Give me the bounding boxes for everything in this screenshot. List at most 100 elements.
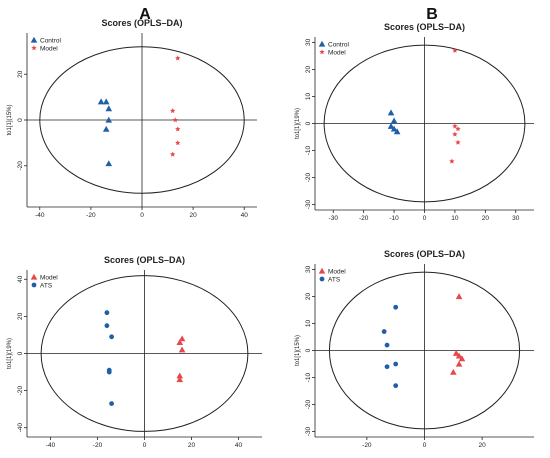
panel-3-y-tick-label: 40 bbox=[17, 275, 24, 283]
panel-3-ats-point bbox=[109, 334, 114, 340]
panel-2-legend-marker-model bbox=[319, 49, 325, 55]
panel-4-x-tick-label: -20 bbox=[362, 442, 372, 449]
panel-4-ats-point bbox=[384, 364, 390, 370]
panel-2-control-point bbox=[390, 125, 398, 132]
panel-1-legend-label-control: Control bbox=[40, 37, 62, 44]
panel-3-model-point bbox=[176, 339, 184, 346]
panel-3-x-tick-label: 0 bbox=[143, 442, 147, 449]
panel-letter-b: B bbox=[426, 6, 438, 23]
panel-2-x-tick-label: 0 bbox=[423, 215, 427, 222]
panel-1-model-point bbox=[172, 117, 178, 123]
panel-3-y-tick-label: 0 bbox=[17, 351, 24, 355]
panel-4-model-point bbox=[458, 355, 466, 362]
panel-1-control-point bbox=[105, 160, 113, 167]
panel-1-model-point bbox=[175, 140, 181, 146]
panels: Scores (OPLS–DA) -40 -20 0 20 40 -20 0 20 to1[1](… bbox=[7, 18, 534, 449]
panel-3-y-axis-label: to1[1](19%) bbox=[7, 338, 13, 369]
panel-2-control-point bbox=[393, 128, 401, 135]
panel-3-ats-point bbox=[104, 310, 110, 316]
panel-4-model-point bbox=[455, 360, 463, 367]
panel-2-model-point bbox=[455, 139, 461, 145]
panel-1-control-point bbox=[105, 116, 113, 123]
panel-2-model-point bbox=[455, 126, 461, 132]
panel-2-y-tick-label: -10 bbox=[305, 145, 312, 155]
panel-2-model-point bbox=[449, 158, 455, 164]
panel-3-x-tick-label: 40 bbox=[235, 442, 243, 449]
panel-3-y-tick-label: -20 bbox=[17, 386, 24, 396]
panel-2-model-point bbox=[452, 131, 458, 137]
panel-1-y-tick-label: 20 bbox=[17, 70, 24, 78]
panel-4-x-tick-label: 0 bbox=[423, 442, 427, 449]
panel-2-y-tick-label: -20 bbox=[305, 172, 312, 182]
panel-4-ats-point bbox=[393, 361, 399, 367]
panel-letter-a: A bbox=[139, 6, 151, 23]
panel-2-model-point bbox=[452, 123, 458, 129]
panel-3-model-point bbox=[178, 346, 186, 353]
panel-1-y-tick-label: 0 bbox=[17, 118, 24, 122]
panel-4-y-tick-label: -30 bbox=[305, 427, 312, 437]
panel-4-legend-marker-ats bbox=[319, 276, 325, 282]
panel-3-model-point bbox=[176, 372, 184, 379]
panel-4-y-tick-label: 30 bbox=[305, 265, 312, 273]
panel-1-y-tick-label: -20 bbox=[17, 161, 24, 171]
panel-1-model-point bbox=[175, 126, 181, 132]
panel-4-y-tick-label: -10 bbox=[305, 372, 312, 382]
panel-3-model-point bbox=[178, 335, 186, 342]
panel-4-ats-point bbox=[393, 383, 399, 389]
panel-2-control-point bbox=[390, 117, 398, 124]
panel-2-y-tick-label: 30 bbox=[305, 38, 312, 46]
panel-1-x-tick-label: 20 bbox=[189, 212, 197, 219]
panel-3: Scores (OPLS–DA) -40 -20 0 20 40 -40 -20 0 20 40 to… bbox=[7, 255, 262, 449]
panel-4-y-tick-label: 0 bbox=[305, 348, 312, 352]
panel-2-x-tick-label: -10 bbox=[389, 215, 399, 222]
panel-4-title: Scores (OPLS–DA) bbox=[384, 249, 465, 259]
panel-3-legend-marker-ats bbox=[31, 282, 37, 288]
panel-4-model-point bbox=[455, 293, 463, 300]
panel-4: Scores (OPLS–DA) -20 0 20 -30 -20 -10 0 10 20 30 to… bbox=[295, 249, 534, 449]
panel-3-x-tick-label: -20 bbox=[93, 442, 103, 449]
panel-4-y-tick-label: -20 bbox=[305, 399, 312, 409]
panel-4-x-tick-label: 20 bbox=[479, 442, 487, 449]
panel-2-legend-marker-control bbox=[318, 40, 326, 47]
panel-3-y-tick-label: -40 bbox=[17, 423, 24, 433]
panel-2-y-tick-label: -30 bbox=[305, 200, 312, 210]
panel-4-legend-label-ats: ATS bbox=[328, 276, 341, 283]
panel-3-y-tick-label: 20 bbox=[17, 312, 24, 320]
panel-1-legend-marker-model bbox=[31, 45, 37, 51]
panel-1: Scores (OPLS–DA) -40 -20 0 20 40 -20 0 20 to1[1](… bbox=[7, 18, 257, 219]
panel-3-model-point bbox=[176, 376, 184, 383]
panel-1-control-point bbox=[105, 105, 113, 112]
panel-3-x-tick-label: 20 bbox=[188, 442, 196, 449]
panel-1-x-tick-label: -20 bbox=[86, 212, 96, 219]
panel-2-y-axis-label: to1[1](19%) bbox=[295, 108, 301, 139]
panel-1-model-point bbox=[170, 151, 176, 157]
panel-1-control-point bbox=[97, 98, 105, 105]
panel-1-x-tick-label: 0 bbox=[140, 212, 144, 219]
panel-2-y-tick-label: 20 bbox=[305, 65, 312, 73]
panel-3-ats-point bbox=[104, 323, 110, 329]
panel-2-control-point bbox=[387, 109, 395, 116]
panel-2-y-tick-label: 10 bbox=[305, 92, 312, 100]
panel-1-control-point bbox=[102, 125, 110, 132]
panel-1-control-point bbox=[102, 98, 110, 105]
panel-3-legend-marker-model bbox=[30, 273, 38, 280]
panel-3-legend-label-model: Model bbox=[40, 274, 58, 281]
panel-2-model-point bbox=[452, 47, 458, 53]
panel-2-control-point bbox=[387, 122, 395, 129]
panel-4-y-tick-label: 10 bbox=[305, 319, 312, 327]
panel-1-legend-marker-control bbox=[30, 36, 38, 43]
panel-1-model-point bbox=[175, 55, 181, 61]
panel-4-legend-label-model: Model bbox=[328, 268, 346, 275]
panel-1-x-tick-label: 40 bbox=[241, 212, 249, 219]
panel-2-x-tick-label: -20 bbox=[359, 215, 369, 222]
panel-2: Scores (OPLS–DA) -30 -20 -10 0 10 20 30 -30 -20 -1… bbox=[295, 22, 534, 222]
panel-4-y-axis-label: to1[1](15%) bbox=[295, 335, 301, 366]
panel-1-title: Scores (OPLS–DA) bbox=[101, 18, 182, 28]
panel-3-title: Scores (OPLS–DA) bbox=[104, 255, 185, 265]
panel-3-ats-point bbox=[109, 401, 114, 406]
panel-2-y-tick-label: 0 bbox=[305, 121, 312, 125]
panel-3-x-tick-label: -40 bbox=[46, 442, 56, 449]
panel-3-legend-label-ats: ATS bbox=[40, 282, 53, 289]
panel-2-x-tick-label: 20 bbox=[482, 215, 490, 222]
